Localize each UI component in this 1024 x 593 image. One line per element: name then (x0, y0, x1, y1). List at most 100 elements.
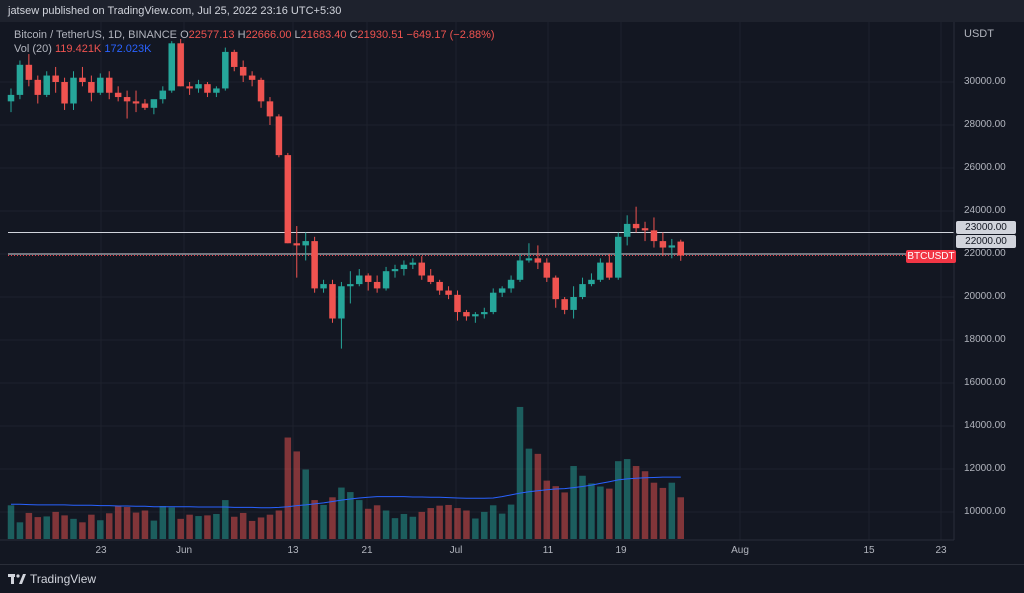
volume-bar (213, 513, 220, 539)
candle-body (329, 284, 336, 319)
legend-vol-label[interactable]: Vol (20) (14, 43, 52, 55)
volume-bar (34, 517, 42, 539)
candle (418, 256, 426, 280)
volume-bar (489, 505, 497, 539)
candle-body (222, 51, 229, 89)
candle-body (79, 77, 86, 82)
horizontal-lines (8, 232, 954, 256)
candle-body (677, 241, 684, 256)
candle (668, 238, 676, 259)
candle-body (97, 77, 104, 93)
candle (25, 54, 33, 87)
candle (588, 273, 595, 287)
candle-body (445, 290, 452, 295)
volume-bar (70, 518, 77, 539)
volume-bar (16, 522, 24, 539)
price-label: 10000.00 (964, 506, 1006, 517)
legend-change: −649.17 (−2.88%) (406, 29, 495, 41)
volume-bar (25, 512, 33, 539)
candle-body (141, 103, 149, 108)
tradingview-icon (8, 574, 26, 584)
candlestick-chart[interactable] (0, 0, 1024, 564)
volume-bar (418, 511, 426, 539)
volume-bar (373, 505, 381, 539)
candle (195, 79, 202, 93)
volume-bar (320, 504, 327, 539)
price-label: 16000.00 (964, 377, 1006, 388)
volume-bar (132, 512, 140, 539)
volume-bar (293, 451, 301, 539)
legend-vol-ma: 172.023K (104, 43, 152, 55)
candle-body (204, 84, 211, 93)
candle (231, 49, 238, 72)
candle-body (231, 51, 238, 67)
candle (427, 269, 434, 285)
chart-grid (0, 22, 954, 540)
candle (293, 226, 301, 278)
time-label: 23 (95, 545, 107, 556)
candle-body (418, 262, 426, 276)
price-label: 18000.00 (964, 334, 1006, 345)
tradingview-logo[interactable]: TradingView (8, 572, 96, 586)
candle (436, 279, 443, 295)
volume-bar (534, 453, 542, 539)
candle-body (534, 258, 542, 263)
publish-header: jatsew published on TradingView.com, Jul… (0, 0, 1024, 22)
candle-body (257, 79, 265, 102)
volume-bar (150, 520, 158, 539)
volume-bar (7, 505, 15, 539)
candle (150, 99, 158, 115)
candle-body (88, 82, 95, 93)
volume-bar (168, 507, 175, 539)
time-label: Jul (449, 545, 463, 556)
price-label: 22000.00 (964, 248, 1006, 259)
candle (7, 88, 15, 113)
price-axis-currency[interactable]: USDT (964, 28, 994, 40)
candle-body (427, 275, 434, 282)
volume-bar (159, 505, 167, 539)
legend-close: 21930.51 (357, 29, 404, 41)
candle-body (159, 90, 167, 100)
candle-body (623, 223, 631, 237)
legend-open-label: O (180, 29, 189, 41)
volume-ma-line (11, 476, 681, 509)
volume-bar (481, 511, 488, 539)
candle-body (61, 82, 68, 104)
candle (391, 264, 399, 278)
volume-bar (186, 514, 193, 539)
candle (248, 71, 256, 87)
candle (204, 82, 211, 98)
time-label: 19 (615, 545, 627, 556)
candle-body (391, 269, 399, 272)
volume-bar (641, 471, 649, 539)
candle (606, 254, 613, 280)
candle (320, 279, 327, 293)
candle-body (150, 99, 158, 108)
candle (141, 99, 149, 110)
candle (561, 297, 568, 315)
candle-body (543, 262, 551, 278)
candle-body (123, 97, 131, 102)
candle (275, 114, 283, 158)
chart-area[interactable] (0, 22, 1024, 564)
candle-body (320, 284, 327, 289)
candle (329, 279, 336, 323)
volume-bar (356, 500, 363, 539)
volume-bar (284, 437, 292, 539)
candle (239, 60, 247, 82)
candle (222, 47, 229, 91)
volume-bar (579, 475, 586, 539)
volume-bar (43, 516, 50, 539)
candle (302, 232, 309, 261)
volume-bar (123, 507, 131, 539)
candle (659, 232, 667, 257)
candle-body (266, 101, 274, 117)
candle (177, 39, 184, 87)
candle-body (552, 277, 559, 300)
legend-symbol[interactable]: Bitcoin / TetherUS, 1D, BINANCE (14, 29, 178, 41)
candle-body (561, 299, 568, 310)
volume-bar (52, 511, 59, 539)
price-label: 30000.00 (964, 76, 1006, 87)
price-label: 26000.00 (964, 162, 1006, 173)
volume-bar (507, 504, 515, 539)
